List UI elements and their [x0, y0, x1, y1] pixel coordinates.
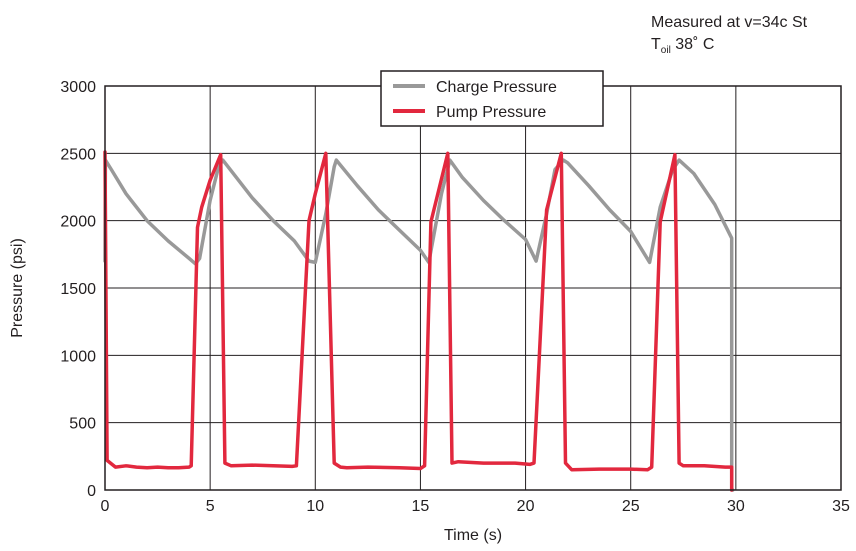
x-tick-label: 15 [412, 498, 430, 515]
x-tick-label: 5 [206, 498, 215, 515]
legend: Charge Pressure Pump Pressure [380, 70, 604, 127]
x-tick-label: 25 [622, 498, 640, 515]
tick-labels: 0 5 10 15 20 25 30 35 0 500 1000 1500 2000 2500 3000 [60, 79, 850, 515]
temperature-symbol: T [651, 36, 661, 53]
x-tick-label: 30 [727, 498, 745, 515]
viscosity-note: Measured at v=34c St [651, 14, 808, 31]
x-tick-label: 35 [832, 498, 850, 515]
x-tick-label: 20 [517, 498, 535, 515]
oil-temperature-note: Toil 38˚ C [651, 34, 807, 62]
y-tick-label: 0 [87, 483, 96, 500]
x-tick-label: 0 [101, 498, 110, 515]
temperature-subscript: oil [660, 45, 671, 57]
x-tick-label: 10 [306, 498, 324, 515]
legend-label: Charge Pressure [436, 79, 557, 96]
y-tick-label: 3000 [60, 79, 96, 96]
y-axis-label: Pressure (psi) [9, 238, 26, 338]
series-line-pump-pressure [103, 150, 734, 492]
series-lines [103, 150, 735, 492]
temperature-value: 38˚ C [670, 36, 715, 53]
y-tick-label: 2000 [60, 214, 96, 231]
series-line-charge-pressure [103, 158, 735, 492]
y-tick-label: 1000 [60, 348, 96, 365]
y-tick-label: 2500 [60, 146, 96, 163]
legend-box [380, 70, 604, 127]
legend-label: Pump Pressure [436, 104, 546, 121]
y-tick-label: 500 [69, 416, 96, 433]
x-axis-label: Time (s) [444, 527, 502, 544]
grid-lines [105, 86, 841, 490]
y-tick-label: 1500 [60, 281, 96, 298]
measurement-note: Measured at v=34c St Toil 38˚ C [651, 12, 807, 62]
